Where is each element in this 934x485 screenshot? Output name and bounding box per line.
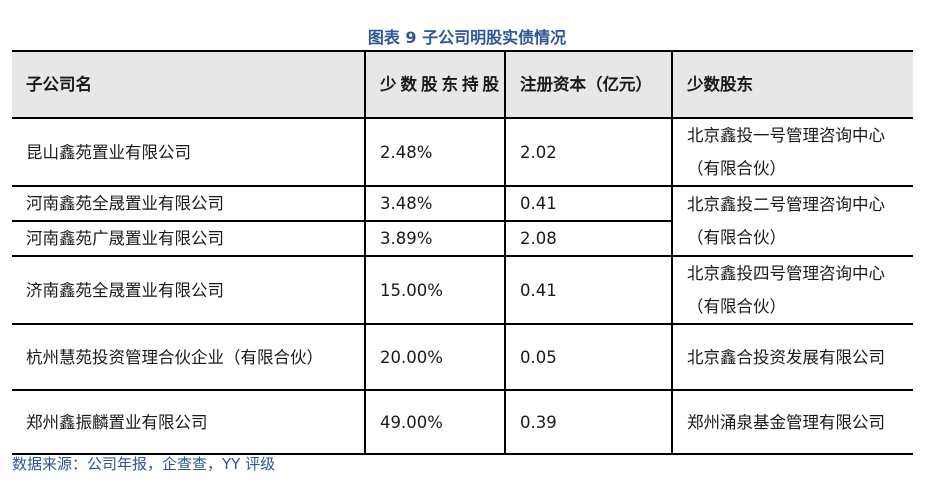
table-title: 图表 9 子公司明股实债情况 (367, 28, 567, 47)
cell-holder: 郑州涌泉基金管理有限公司 (671, 389, 913, 455)
header-subsidiary: 子公司名 (12, 50, 366, 119)
cell-capital: 0.05 (504, 323, 673, 391)
header-capital: 注册资本（亿元） (504, 50, 673, 119)
header-minority-pct: 少数股东持股 (364, 50, 506, 119)
cell-name: 济南鑫苑全晟置业有限公司 (12, 255, 366, 325)
cell-name: 河南鑫苑全晟置业有限公司 (12, 185, 366, 222)
cell-pct: 2.48% (364, 117, 506, 187)
table-row: 河南鑫苑全晟置业有限公司 3.48% 0.41 北京鑫投二号管理咨询中心（有限合… (12, 185, 913, 257)
table-row: 昆山鑫苑置业有限公司 2.48% 2.02 北京鑫投一号管理咨询中心（有限合伙） (12, 117, 913, 187)
cell-pct: 20.00% (364, 323, 506, 391)
table-row: 郑州鑫振麟置业有限公司 49.00% 0.39 郑州涌泉基金管理有限公司 (12, 389, 913, 455)
cell-name: 河南鑫苑广晟置业有限公司 (12, 220, 366, 257)
cell-name: 郑州鑫振麟置业有限公司 (12, 389, 366, 455)
table-row: 杭州慧苑投资管理合伙企业（有限合伙） 20.00% 0.05 北京鑫合投资发展有… (12, 323, 913, 391)
cell-pct: 3.89% (364, 220, 506, 257)
cell-capital: 2.08 (504, 220, 672, 257)
cell-capital: 2.02 (504, 117, 673, 187)
header-minority-holder: 少数股东 (671, 50, 913, 119)
data-source-note: 数据来源：公司年报，企查查，YY 评级 (12, 455, 276, 473)
cell-capital: 0.41 (504, 185, 673, 222)
cell-pct: 3.48% (364, 185, 506, 222)
cell-holder: 北京鑫合投资发展有限公司 (671, 323, 913, 391)
header-row: 子公司名 少数股东持股 注册资本（亿元） 少数股东 (12, 50, 913, 119)
cell-holder: 北京鑫投二号管理咨询中心（有限合伙） (671, 185, 913, 257)
table-row: 济南鑫苑全晟置业有限公司 15.00% 0.41 北京鑫投四号管理咨询中心（有限… (12, 255, 913, 325)
cell-name: 昆山鑫苑置业有限公司 (12, 117, 366, 187)
cell-name: 杭州慧苑投资管理合伙企业（有限合伙） (12, 323, 366, 391)
table-row: 河南鑫苑广晟置业有限公司 3.89% 2.08 (12, 220, 913, 257)
cell-holder: 北京鑫投四号管理咨询中心（有限合伙） (671, 255, 913, 325)
cell-holder: 北京鑫投一号管理咨询中心（有限合伙） (671, 117, 913, 187)
cell-capital: 0.39 (504, 389, 673, 455)
cell-capital: 0.41 (504, 255, 673, 325)
cell-pct: 15.00% (364, 255, 506, 325)
subsidiary-table: 子公司名 少数股东持股 注册资本（亿元） 少数股东 昆山鑫苑置业有限公司 2.4… (12, 50, 913, 455)
cell-pct: 49.00% (364, 389, 506, 455)
